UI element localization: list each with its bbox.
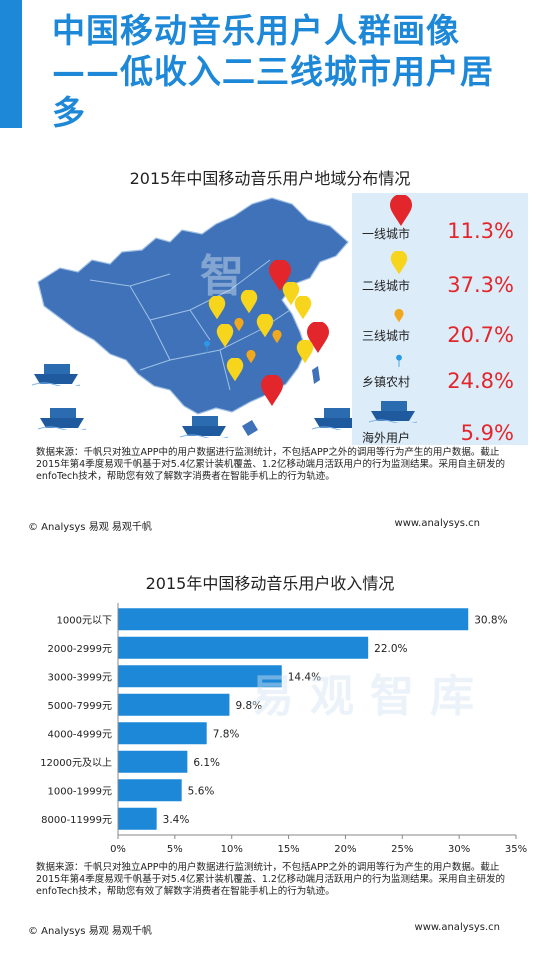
category-label: 3000-3999元 xyxy=(47,672,112,683)
page-headline: 中国移动音乐用户人群画像——低收入二三线城市用户居多 xyxy=(52,11,494,132)
china-map-shape xyxy=(37,197,349,436)
legend-value: 37.3% xyxy=(447,273,514,297)
x-tick-label: 20% xyxy=(334,844,356,855)
watermark: 易观智库 xyxy=(250,671,490,722)
red-map-pin-icon xyxy=(261,375,283,406)
category-label: 5000-7999元 xyxy=(47,701,112,712)
legend-value: 11.3% xyxy=(447,219,514,243)
analysys-website-link[interactable]: www.analysys.cn xyxy=(414,922,500,933)
bars-layer: 30.8% 22.0% 14.4% 9.8% 7.8% 6.1% 5.6% 3.4% xyxy=(118,608,508,830)
income-bar xyxy=(118,665,282,688)
yellow-map-pin-icon xyxy=(216,324,234,348)
legend-label: 海外用户 xyxy=(362,431,411,445)
bar-value-label: 30.8% xyxy=(474,614,507,626)
category-label: 8000-11999元 xyxy=(41,815,112,826)
category-label: 1000-1999元 xyxy=(47,786,112,797)
legend-label: 二线城市 xyxy=(362,279,411,293)
small-orange-pin-icon xyxy=(234,318,244,332)
cargo-ship-icon xyxy=(38,408,86,430)
category-label: 1000元以下 xyxy=(57,615,112,626)
analysys-copyright: © Analysys 易观 易观千帆 xyxy=(28,926,152,937)
income-chart-title: 2015年中国移动音乐用户收入情况 xyxy=(145,574,395,593)
red-map-pin-icon xyxy=(390,195,412,226)
legend-value: 20.7% xyxy=(447,323,514,347)
legend-row-rural: 乡镇农村 24.8% xyxy=(352,351,528,397)
bar-value-label: 9.8% xyxy=(235,700,262,712)
bar-value-label: 7.8% xyxy=(213,728,240,740)
legend-row-tier2: 二线城市 37.3% xyxy=(352,251,528,297)
cargo-ship-icon xyxy=(180,416,228,438)
red-map-pin-icon xyxy=(307,322,329,353)
region-legend-panel: 一线城市 11.3% 二线城市 37.3% 三线城市 20.7% 乡镇农村 24… xyxy=(352,193,528,445)
category-label: 2000-2999元 xyxy=(47,644,112,655)
x-tick-label: 30% xyxy=(448,844,470,855)
small-orange-pin-icon xyxy=(394,309,404,323)
bar-value-label: 6.1% xyxy=(193,757,220,769)
blue-pin-icon xyxy=(204,340,210,353)
income-bar xyxy=(118,750,188,773)
legend-value: 24.8% xyxy=(447,369,514,393)
x-tick-label: 5% xyxy=(167,844,183,855)
axis-layer: 1000元以下 2000-2999元 3000-3999元 5000-7999元 400… xyxy=(40,603,527,855)
cargo-ship-icon xyxy=(312,408,360,430)
income-bar xyxy=(118,807,157,830)
yellow-map-pin-icon xyxy=(208,296,226,320)
red-map-pin-icon xyxy=(269,260,291,291)
bar-value-label: 22.0% xyxy=(374,643,407,655)
analysys-copyright: © Analysys 易观 易观千帆 xyxy=(28,522,152,533)
category-label: 12000元及以上 xyxy=(40,757,112,769)
yellow-map-pin-icon xyxy=(296,340,314,364)
legend-label: 一线城市 xyxy=(362,227,411,241)
legend-row-tier1: 一线城市 11.3% xyxy=(352,195,528,243)
bar-value-label: 14.4% xyxy=(288,671,321,683)
yellow-map-pin-icon xyxy=(294,296,312,320)
cargo-ship-icon xyxy=(368,401,418,423)
income-bar xyxy=(118,636,369,659)
bar-value-label: 5.6% xyxy=(188,785,215,797)
legend-label: 乡镇农村 xyxy=(362,375,411,389)
income-bar xyxy=(118,608,469,631)
income-bar-chart: 30.8% 22.0% 14.4% 9.8% 7.8% 6.1% 5.6% 3.4% 1000… xyxy=(40,603,527,855)
x-tick-label: 10% xyxy=(221,844,243,855)
legend-row-overseas: 海外用户 5.9% xyxy=(352,397,528,445)
legend-label: 三线城市 xyxy=(362,329,411,343)
map-data-source-note: 数据来源：千帆只对独立APP中的用户数据进行监测统计，不包括APP之外的调用等行… xyxy=(36,447,505,482)
watermark: 智 xyxy=(200,251,260,302)
yellow-map-pin-icon xyxy=(390,251,408,275)
analysys-website-link[interactable]: www.analysys.cn xyxy=(394,518,480,529)
legend-value: 5.9% xyxy=(460,421,514,445)
bar-value-label: 3.4% xyxy=(163,814,190,826)
income-bar xyxy=(118,722,207,745)
legend-row-tier3: 三线城市 20.7% xyxy=(352,305,528,351)
category-label: 4000-4999元 xyxy=(47,729,112,740)
map-chart-title: 2015年中国移动音乐用户地域分布情况 xyxy=(129,169,411,188)
yellow-map-pin-icon xyxy=(240,290,258,314)
yellow-map-pin-icon xyxy=(226,358,244,382)
income-bar xyxy=(118,779,182,802)
income-bar xyxy=(118,693,230,716)
cargo-ship-icon xyxy=(32,364,80,386)
small-orange-pin-icon xyxy=(246,350,256,364)
china-map xyxy=(30,190,360,440)
small-orange-pin-icon xyxy=(272,330,282,344)
x-tick-label: 0% xyxy=(110,844,126,855)
x-tick-label: 25% xyxy=(391,844,413,855)
blue-pin-icon xyxy=(396,354,402,367)
income-data-source-note: 数据来源：千帆只对独立APP中的用户数据进行监测统计，不包括APP之外的调用等行… xyxy=(36,862,505,897)
title-accent-bar xyxy=(0,0,22,128)
yellow-map-pin-icon xyxy=(256,314,274,338)
x-tick-label: 15% xyxy=(277,844,299,855)
yellow-map-pin-icon xyxy=(282,282,300,306)
x-tick-label: 35% xyxy=(505,844,527,855)
